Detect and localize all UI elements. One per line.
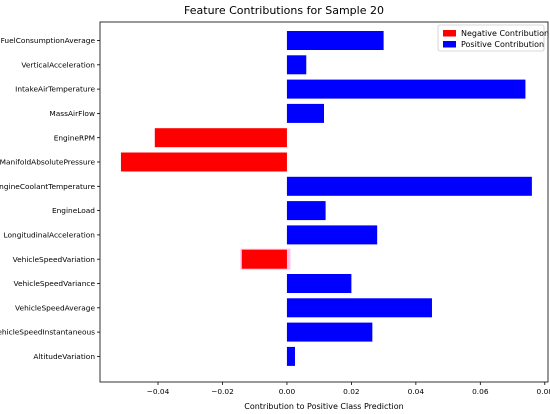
x-tick-label: 0.08: [537, 387, 550, 396]
bars-group: [120, 31, 532, 366]
x-axis-ticks: −0.04 −0.02 0.00 0.02 0.04 0.06 0.08: [147, 382, 550, 396]
x-tick-label: 0.02: [343, 387, 359, 396]
y-tick-label: EngineRPM: [54, 133, 95, 142]
x-axis-label: Contribution to Positive Class Predictio…: [244, 402, 404, 411]
bar-ManifoldAbsolutePressure: [120, 152, 287, 172]
x-tick-label: −0.02: [211, 387, 234, 396]
y-tick-label: FuelConsumptionAverage: [1, 36, 96, 45]
y-tick-label: AltitudeVariation: [33, 352, 95, 361]
legend-label: Negative Contribution: [461, 29, 549, 38]
legend: Negative Contribution Positive Contributi…: [437, 24, 549, 52]
bar-VehicleSpeedAverage: [286, 298, 432, 318]
y-tick-label: ManifoldAbsolutePressure: [0, 158, 95, 167]
y-axis-ticks: FuelConsumptionAverage VerticalAccelerati…: [0, 36, 100, 361]
x-tick-label: 0.04: [408, 387, 425, 396]
bar-VehicleSpeedVariance: [286, 274, 352, 293]
y-tick-label: VehicleSpeedAverage: [15, 303, 95, 312]
bar-MassAirFlow: [286, 103, 324, 123]
legend-label: Positive Contribution: [461, 40, 544, 49]
y-tick-label: EngineCoolantTemperature: [0, 182, 95, 191]
bar-LongitudinalAcceleration: [286, 225, 378, 245]
y-tick-label: VehicleSpeedInstantaneous: [0, 328, 95, 337]
y-tick-label: IntakeAirTemperature: [15, 85, 95, 94]
y-tick-label: EngineLoad: [52, 206, 95, 215]
legend-swatch: [443, 30, 456, 37]
x-tick-label: 0.06: [472, 387, 489, 396]
y-tick-label: MassAirFlow: [49, 109, 95, 118]
y-tick-label: VerticalAcceleration: [21, 60, 95, 69]
legend-swatch: [443, 41, 456, 48]
bar-FuelConsumptionAverage: [286, 31, 384, 50]
y-tick-label: VehicleSpeedVariation: [13, 255, 96, 264]
x-tick-label: 0.00: [279, 387, 296, 396]
x-tick-label: −0.04: [147, 387, 170, 396]
bar-EngineLoad: [286, 201, 326, 221]
y-tick-label: VehicleSpeedVariance: [13, 279, 95, 288]
plot-frame: [99, 21, 549, 383]
bar-VehicleSpeedVariation: [241, 249, 287, 269]
y-tick-label: LongitudinalAcceleration: [4, 231, 96, 240]
bar-EngineCoolantTemperature: [286, 176, 532, 196]
bar-VerticalAcceleration: [286, 55, 307, 75]
chart-title: Feature Contributions for Sample 20: [184, 4, 384, 17]
legend-box: [437, 24, 545, 52]
bar-EngineRPM: [154, 128, 287, 148]
bar-IntakeAirTemperature: [286, 79, 526, 99]
bar-AltitudeVariation: [286, 346, 295, 366]
bar-VehicleSpeedInstantaneous: [286, 322, 373, 342]
